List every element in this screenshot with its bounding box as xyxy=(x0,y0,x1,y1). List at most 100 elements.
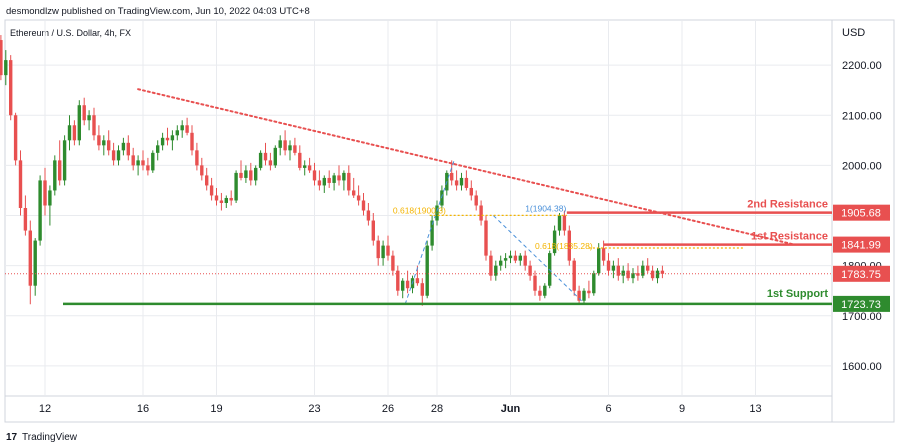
candle-down xyxy=(146,165,150,171)
candle-down xyxy=(513,255,518,261)
candle-down xyxy=(352,190,356,196)
x-tick-label: 23 xyxy=(308,403,320,415)
candle-up xyxy=(518,255,522,261)
y-tick-label: 2000.00 xyxy=(842,160,882,172)
candle-up xyxy=(557,215,562,231)
candle-down xyxy=(283,140,287,151)
candles xyxy=(0,35,665,306)
candle-down xyxy=(577,290,581,301)
candle-up xyxy=(278,140,282,148)
candle-up xyxy=(499,260,503,266)
y-tick-label: 2200.00 xyxy=(842,60,882,72)
candle-up xyxy=(503,258,508,261)
candle-down xyxy=(185,125,189,133)
candle-up xyxy=(151,152,155,171)
candle-down xyxy=(92,115,96,136)
candle-down xyxy=(601,248,606,261)
candle-down xyxy=(263,152,268,161)
candle-up xyxy=(303,165,307,168)
candle-down xyxy=(479,205,483,221)
candle-down xyxy=(533,275,537,291)
candle-down xyxy=(9,60,13,116)
candle-down xyxy=(356,195,361,201)
first-support-label: 1st Support xyxy=(767,288,828,300)
candle-down xyxy=(229,197,233,201)
candle-down xyxy=(646,265,650,271)
chart-frame xyxy=(4,19,895,423)
candle-up xyxy=(258,152,263,168)
candle-down xyxy=(28,230,32,286)
candle-down xyxy=(43,180,47,206)
candle-up xyxy=(631,273,635,279)
candle-down xyxy=(636,273,640,276)
published-caption: desmondlzw published on TradingView.com,… xyxy=(6,6,310,17)
y-tick-label: 1600.00 xyxy=(842,361,882,373)
candle-down xyxy=(523,255,527,266)
price-label-box xyxy=(833,265,890,282)
candle-up xyxy=(543,285,547,296)
x-tick-label: 12 xyxy=(39,403,51,415)
candle-down xyxy=(660,270,665,274)
candle-up xyxy=(136,160,140,166)
fib-label-c: 0.618(1835.28) xyxy=(535,241,593,251)
candle-down xyxy=(347,172,351,191)
candle-down xyxy=(214,195,219,201)
candle-down xyxy=(200,165,204,176)
candle-down xyxy=(298,152,302,168)
candle-down xyxy=(131,155,135,166)
candle-down xyxy=(141,160,145,166)
candle-up xyxy=(440,190,444,206)
candle-down xyxy=(239,172,243,178)
candle-up xyxy=(508,255,513,259)
candle-down xyxy=(361,200,366,211)
candle-down xyxy=(219,200,224,203)
candle-down xyxy=(469,187,473,196)
candle-up xyxy=(38,180,42,241)
candle-up xyxy=(180,125,184,131)
candle-up xyxy=(621,270,625,276)
candle-down xyxy=(107,140,111,151)
candle-down xyxy=(337,175,341,181)
price-label-box xyxy=(833,295,890,312)
candle-up xyxy=(597,248,601,274)
candle-down xyxy=(587,290,591,294)
candle-up xyxy=(102,140,106,146)
tradingview-logo[interactable]: 17 TradingView xyxy=(6,432,78,443)
candle-down xyxy=(650,270,655,279)
candle-down xyxy=(312,170,317,181)
candle-down xyxy=(165,137,170,141)
candle-down xyxy=(13,115,18,161)
candle-up xyxy=(641,265,645,276)
candle-down xyxy=(484,220,488,256)
candle-down xyxy=(293,145,297,153)
price-label-text: 1841.99 xyxy=(841,240,881,252)
candle-down xyxy=(111,150,116,161)
candle-up xyxy=(170,135,175,141)
currency-label: USD xyxy=(842,27,865,39)
candle-down xyxy=(205,175,209,186)
candle-up xyxy=(332,175,336,183)
second-resistance-label: 2nd Resistance xyxy=(747,199,828,211)
descending-trendline xyxy=(137,88,794,246)
candle-up xyxy=(62,140,67,181)
price-label-box xyxy=(833,204,890,221)
first-resistance-label: 1st Resistance xyxy=(751,231,828,243)
candle-down xyxy=(317,180,322,186)
x-tick-label: 13 xyxy=(749,403,761,415)
time-axis[interactable]: 12 16 19 23 26 28 Jun 6 9 13 xyxy=(39,403,762,415)
y-tick-label: 2100.00 xyxy=(842,110,882,122)
candle-up xyxy=(48,190,52,206)
candle-down xyxy=(371,220,375,241)
price-label-text: 1783.75 xyxy=(841,269,881,281)
candle-up xyxy=(401,280,405,291)
candle-up xyxy=(322,177,326,186)
overlays: 0.618(1900.3) 1(1904.38) 0.618(1835.28) 2nd… xyxy=(5,88,832,306)
candle-down xyxy=(454,180,459,186)
candle-up xyxy=(611,265,616,271)
candle-down xyxy=(307,165,312,171)
candle-down xyxy=(327,177,331,183)
price-label-text: 1905.68 xyxy=(841,208,881,220)
fib-label-a: 0.618(1900.3) xyxy=(393,205,446,215)
candle-up xyxy=(53,160,57,191)
candle-up xyxy=(160,137,165,146)
